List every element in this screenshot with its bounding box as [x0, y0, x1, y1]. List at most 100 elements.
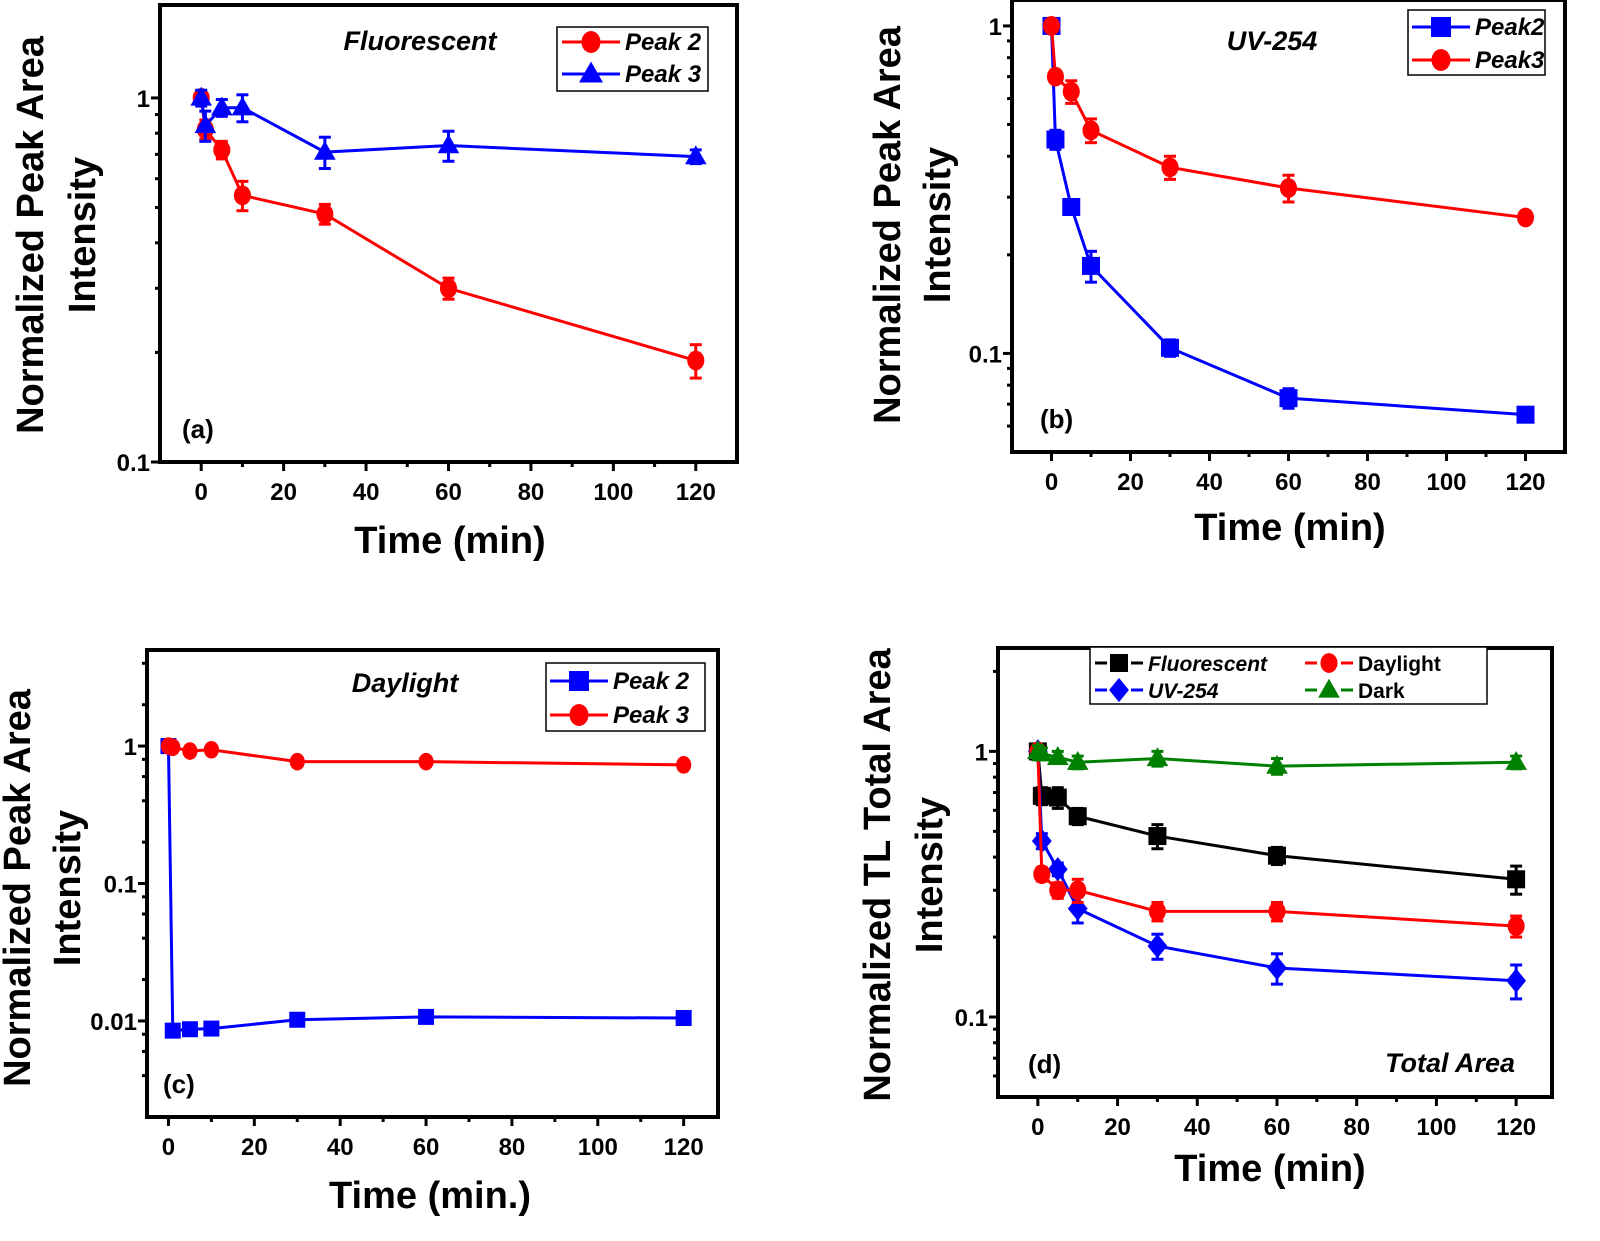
x-tick-label: 80 [1354, 469, 1381, 496]
legend-marker [569, 671, 589, 691]
data-point [1068, 807, 1087, 826]
data-point [1066, 751, 1089, 770]
y-tick-label: 0.1 [104, 872, 137, 899]
x-tick-label: 80 [518, 479, 545, 506]
data-point [1046, 746, 1069, 765]
data-point [181, 1021, 198, 1038]
data-point [1267, 955, 1287, 981]
data-point [1148, 901, 1166, 922]
series-peak-3 [190, 86, 707, 170]
series-fluorescent [1028, 742, 1526, 896]
data-point [211, 96, 233, 116]
y-axis-label: Intensity [47, 810, 89, 966]
x-tick-label: 0 [195, 479, 208, 506]
series-peak-2 [160, 738, 692, 1039]
x-axis-label: Time (min.) [329, 1175, 531, 1217]
legend-box [1407, 9, 1546, 76]
legend-marker [1431, 49, 1451, 71]
data-point [675, 1010, 692, 1027]
data-point [1047, 857, 1068, 882]
legend-marker [569, 704, 589, 726]
data-point [314, 140, 336, 160]
data-point [1033, 864, 1051, 885]
x-tick-label: 100 [1426, 469, 1466, 496]
series-peak-3 [160, 737, 692, 774]
series-peak2 [1042, 16, 1535, 424]
legend-label: UV-254 [1148, 680, 1219, 703]
legend-box [1089, 646, 1488, 705]
panel-label: (c) [163, 1069, 195, 1099]
x-axis-label: Time (min) [354, 520, 545, 562]
x-tick-label: 120 [664, 1134, 704, 1161]
x-tick-label: 20 [1117, 469, 1144, 496]
legend-label: Peak2 [1475, 14, 1545, 41]
legend-marker [1109, 677, 1129, 703]
panel-d: 0 20 40 60 80 100 120 0.1 1 Time (min) Normalized … [857, 646, 1554, 1190]
y-tick-label: 1 [975, 739, 988, 766]
data-point [418, 752, 434, 771]
data-point [1267, 846, 1286, 865]
data-point [1062, 197, 1081, 216]
data-point [1046, 66, 1064, 87]
data-point [194, 114, 217, 134]
series-peak3 [1042, 16, 1535, 228]
y-axis-label: Intensity [62, 157, 104, 313]
x-axis-label: Time (min) [1194, 507, 1385, 549]
data-point [1161, 157, 1179, 178]
y-axis-label: Intensity [917, 147, 959, 303]
data-point [1146, 747, 1169, 767]
x-tick-label: 120 [1496, 1114, 1536, 1141]
x-axis-label: Time (min) [1174, 1148, 1365, 1190]
y-axis-label: Intensity [909, 797, 951, 953]
x-tick-label: 20 [270, 479, 297, 506]
data-point [316, 204, 334, 224]
data-point [1032, 786, 1051, 805]
data-point [1082, 256, 1100, 275]
data-point [1031, 742, 1053, 762]
panel-label: (d) [1028, 1049, 1061, 1079]
data-point [213, 139, 231, 160]
x-tick-label: 100 [578, 1134, 618, 1161]
data-point [439, 278, 458, 299]
legend-label: Daylight [1358, 653, 1441, 676]
legend: Peak2 Peak3 [1407, 9, 1546, 76]
x-tick-label: 40 [1196, 469, 1223, 496]
data-point [190, 86, 213, 106]
data-point [1049, 880, 1067, 901]
x-tick-label: 60 [413, 1134, 440, 1161]
x-tick-label: 40 [353, 479, 380, 506]
panel-title: Fluorescent [343, 26, 497, 56]
data-point [1507, 916, 1525, 936]
legend-marker [581, 31, 601, 53]
data-point [182, 742, 198, 760]
x-tick-label: 60 [1275, 469, 1302, 496]
data-point [1505, 751, 1527, 770]
legend: Peak 2 Peak 3 [545, 662, 706, 732]
series-uv-254 [1027, 739, 1527, 1001]
panel-b: 0 20 40 60 80 100 120 0.1 1 Time (min) Normalized … [867, 0, 1567, 549]
legend-marker [1318, 678, 1340, 698]
x-tick-label: 40 [1184, 1114, 1211, 1141]
x-tick-label: 60 [1264, 1114, 1291, 1141]
series-line [166, 746, 684, 1033]
series-line [1036, 751, 1517, 928]
y-axis-label: Normalized Peak Area [10, 35, 52, 434]
y-tick-label: 0.1 [969, 341, 1002, 368]
data-point [684, 145, 707, 165]
x-tick-label: 100 [1416, 1114, 1456, 1141]
legend-marker [1320, 653, 1338, 673]
data-point [231, 96, 254, 116]
data-point [676, 756, 692, 774]
data-point [1506, 968, 1527, 993]
data-point [289, 752, 305, 771]
data-point [289, 1011, 306, 1028]
data-point [1268, 901, 1286, 922]
y-tick-label: 0.1 [955, 1005, 988, 1032]
series-line [1036, 751, 1517, 983]
data-point [203, 1020, 220, 1037]
legend-label: Peak 2 [625, 29, 702, 56]
x-tick-label: 40 [327, 1134, 354, 1161]
x-tick-label: 0 [1031, 1114, 1044, 1141]
data-point [233, 185, 251, 206]
data-point [1062, 81, 1080, 102]
